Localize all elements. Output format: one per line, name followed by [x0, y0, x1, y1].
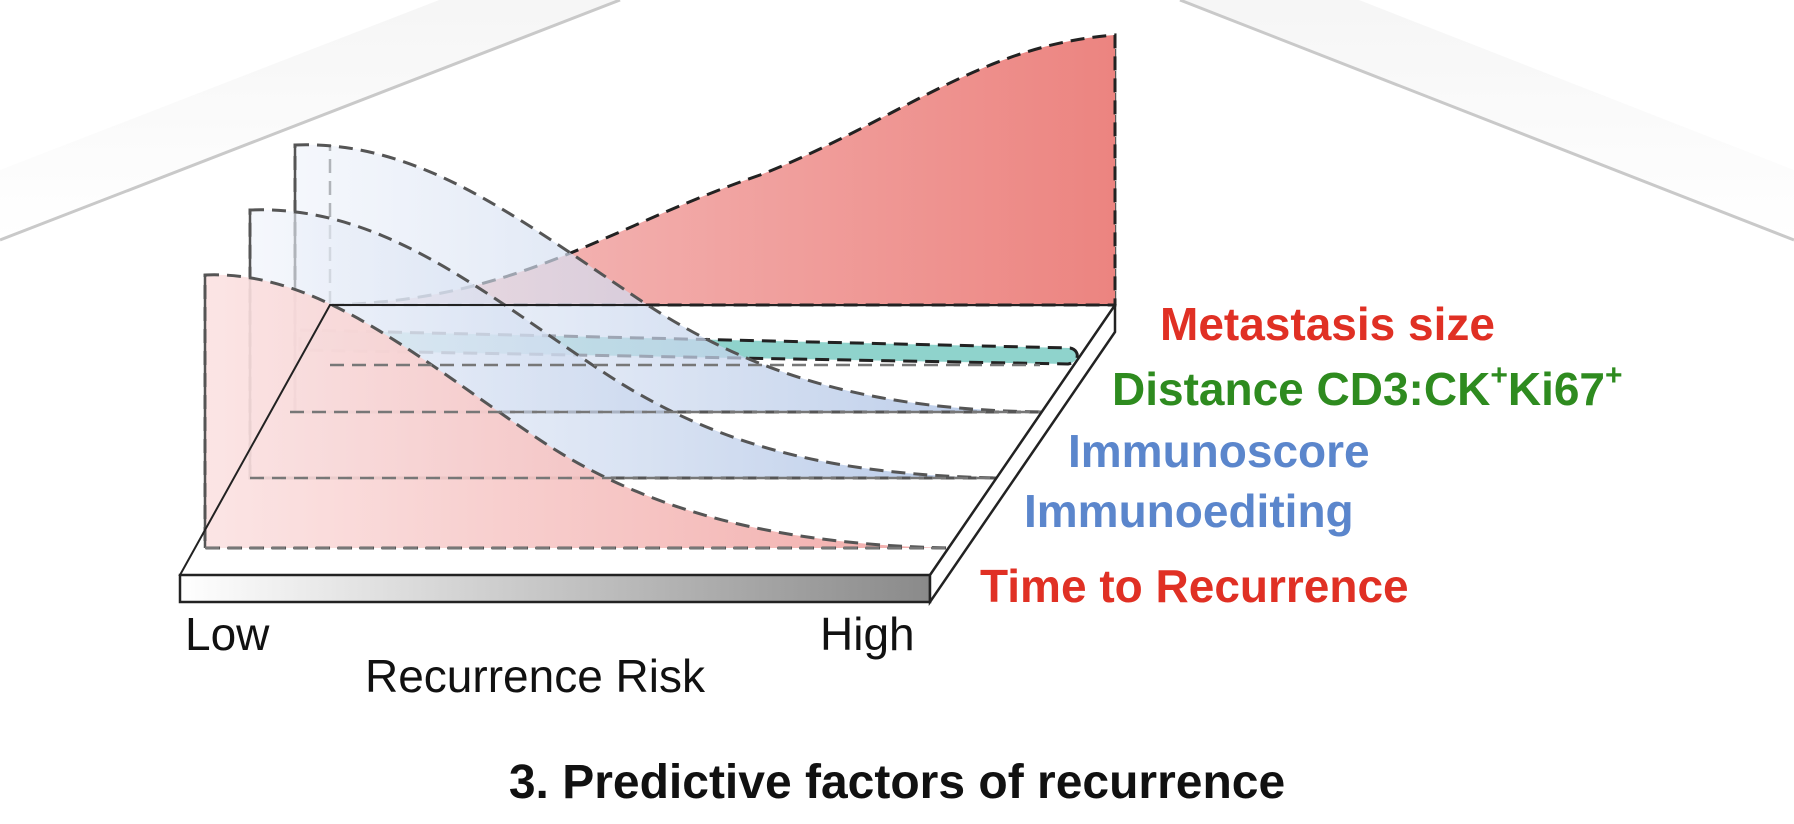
metastasis-size-label: Metastasis size: [1160, 298, 1495, 350]
axis-high-label: High: [820, 608, 915, 660]
base-platform: [178, 300, 1117, 607]
time-to-recurrence-label: Time to Recurrence: [980, 560, 1409, 612]
axis-title: Recurrence Risk: [365, 650, 706, 702]
immunoediting-label: Immunoediting: [1024, 485, 1354, 537]
immunoscore-label: Immunoscore: [1068, 425, 1370, 477]
distance-sup-2: +: [1605, 359, 1623, 392]
distance-sup-1: +: [1490, 359, 1508, 392]
axis-low-label: Low: [185, 608, 270, 660]
distance-label: Distance CD3:CK+Ki67+: [1112, 359, 1623, 415]
figure-caption: 3. Predictive factors of recurrence: [509, 756, 1285, 809]
chevron-background: [0, 0, 1794, 242]
time-to-recurrence-curve: [203, 273, 951, 550]
distance-label-main: Distance CD3:CK: [1112, 363, 1490, 415]
distance-label-ki: Ki67: [1508, 363, 1605, 415]
